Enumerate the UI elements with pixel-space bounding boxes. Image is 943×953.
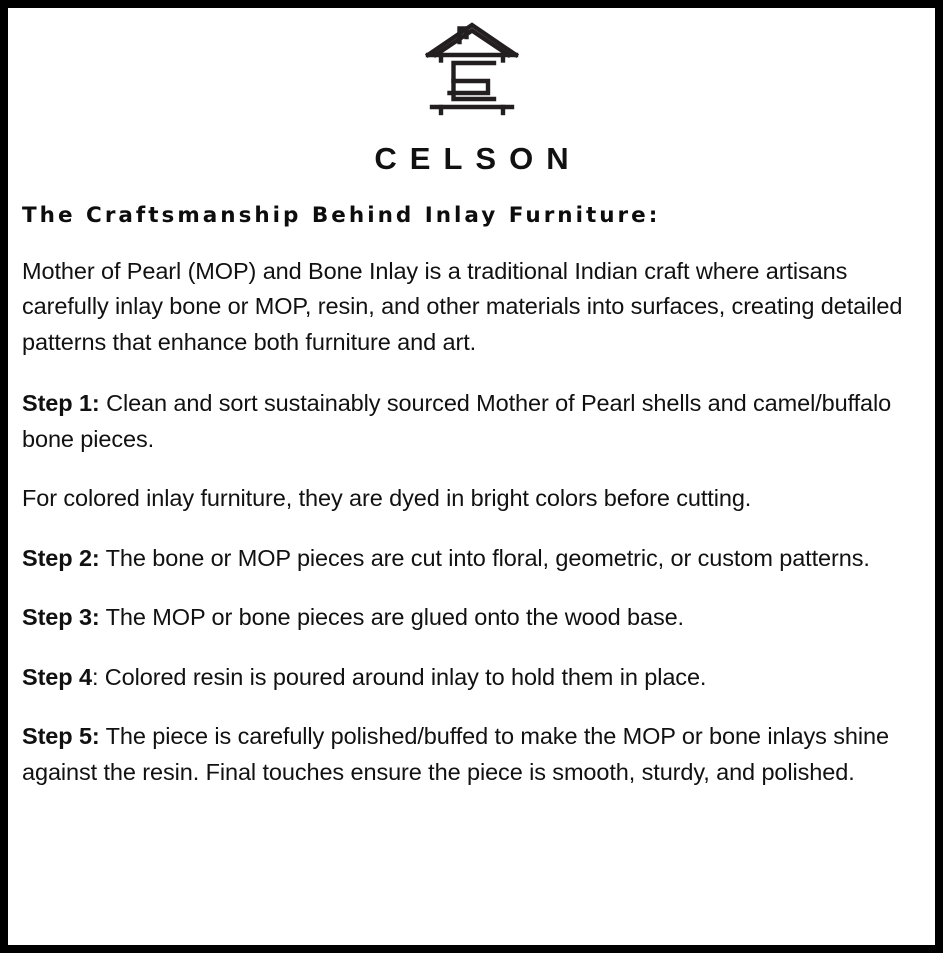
step-paragraph-2: Step 2: The bone or MOP pieces are cut i… [22,541,921,577]
article-body: Mother of Pearl (MOP) and Bone Inlay is … [22,254,921,791]
step-paragraph-3: Step 3: The MOP or bone pieces are glued… [22,600,921,636]
note-paragraph: For colored inlay furniture, they are dy… [22,481,921,517]
house-with-pillars-c-monogram-icon [420,20,524,124]
brand-header: CELSON [22,16,921,174]
step-paragraph-1: Step 1: Clean and sort sustainably sourc… [22,386,921,457]
step-text-5: The piece is carefully polished/buffed t… [22,723,889,785]
intro-paragraph: Mother of Pearl (MOP) and Bone Inlay is … [22,257,903,355]
step-label-3: Step 3: [22,604,100,631]
step-paragraph-5: Step 5: The piece is carefully polished/… [22,719,921,790]
step-label-5: Step 5: [22,723,100,750]
page-title: The Craftsmanship Behind Inlay Furniture… [22,203,661,228]
step-text-1: Clean and sort sustainably sourced Mothe… [22,390,892,452]
step-text-2: The bone or MOP pieces are cut into flor… [99,544,870,571]
step-label-2: Step 2: [22,544,100,571]
brand-wordmark: CELSON [374,141,582,176]
step-text-3: The MOP or bone pieces are glued onto th… [99,604,684,631]
step-text-4: : Colored resin is poured around inlay t… [91,663,707,690]
step-paragraph-4: Step 4: Colored resin is poured around i… [22,660,921,696]
note-text: For colored inlay furniture, they are dy… [22,485,752,512]
step-label-1: Step 1: [22,390,100,417]
poster-inner: CELSON The Craftsmanship Behind Inlay Fu… [8,8,935,945]
step-label-4: Step 4 [22,663,92,690]
